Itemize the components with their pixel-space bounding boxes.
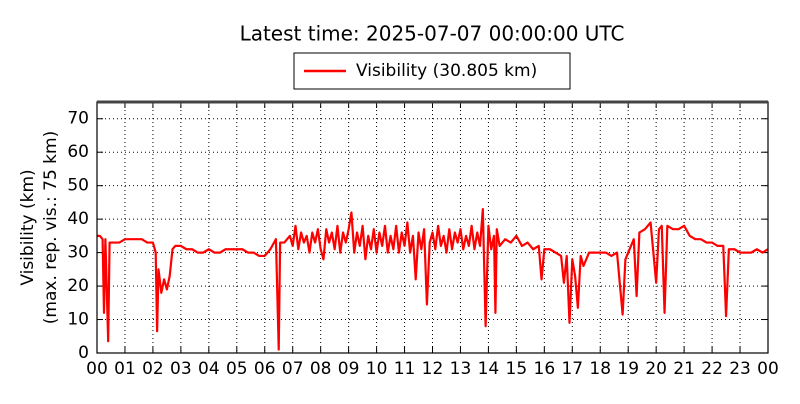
x-tick-label: 00 <box>86 359 108 379</box>
x-tick-label: 12 <box>422 359 444 379</box>
x-tick-label: 06 <box>254 359 276 379</box>
x-tick-label: 00 <box>757 359 779 379</box>
x-tick-label: 10 <box>366 359 388 379</box>
data-line <box>97 207 769 351</box>
y-tick-label: 40 <box>67 209 89 229</box>
x-tick-label: 16 <box>534 359 556 379</box>
x-tick-label: 05 <box>226 359 248 379</box>
x-tick-label: 21 <box>673 359 695 379</box>
x-tick-label: 11 <box>394 359 416 379</box>
y-axis-label: Visibility (km) <box>18 169 38 285</box>
x-tick-label: 02 <box>142 359 164 379</box>
y-tick-label: 20 <box>67 276 89 296</box>
x-tick-label: 14 <box>478 359 500 379</box>
y-tick-label: 10 <box>67 310 89 330</box>
y-tick-label: 50 <box>67 176 89 196</box>
x-tick-label: 03 <box>170 359 192 379</box>
y-axis-label: (max. rep. vis.: 75 km) <box>41 131 61 324</box>
x-tick-label: 23 <box>729 359 751 379</box>
x-tick-label: 13 <box>450 359 472 379</box>
x-tick-label: 22 <box>701 359 723 379</box>
x-tick-label: 15 <box>506 359 528 379</box>
y-tick-label: 60 <box>67 142 89 162</box>
y-tick-label: 70 <box>67 109 89 129</box>
x-tick-label: 01 <box>114 359 136 379</box>
x-tick-label: 18 <box>589 359 611 379</box>
legend-label: Visibility (30.805 km) <box>356 61 537 81</box>
x-tick-label: 04 <box>198 359 220 379</box>
x-tick-label: 20 <box>645 359 667 379</box>
x-tick-label: 17 <box>561 359 583 379</box>
y-tick-label: 30 <box>67 243 89 263</box>
x-tick-label: 07 <box>282 359 304 379</box>
y-tick-label: 0 <box>78 343 89 363</box>
chart-title: Latest time: 2025-07-07 00:00:00 UTC <box>240 22 625 46</box>
x-tick-label: 08 <box>310 359 332 379</box>
x-tick-label: 09 <box>338 359 360 379</box>
x-tick-label: 19 <box>617 359 639 379</box>
